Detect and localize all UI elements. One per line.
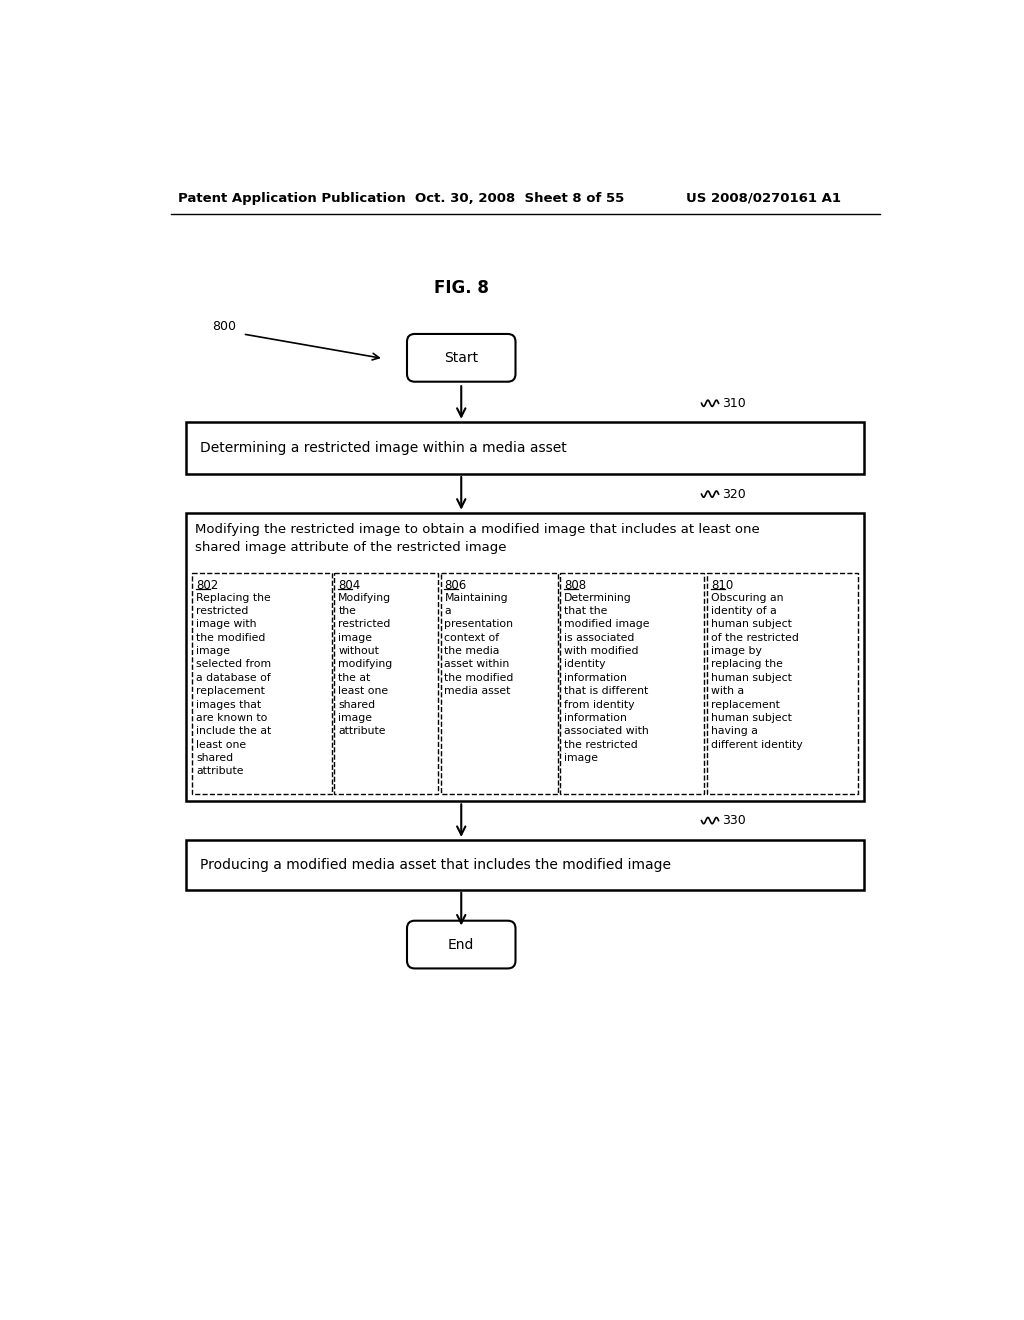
Text: Determining a restricted image within a media asset: Determining a restricted image within a … xyxy=(200,441,567,455)
Text: 806: 806 xyxy=(444,578,467,591)
Text: Modifying
the
restricted
image
without
modifying
the at
least one
shared
image
a: Modifying the restricted image without m… xyxy=(338,593,392,737)
FancyBboxPatch shape xyxy=(335,573,438,793)
Text: US 2008/0270161 A1: US 2008/0270161 A1 xyxy=(686,191,841,205)
Text: 330: 330 xyxy=(722,814,745,828)
FancyBboxPatch shape xyxy=(560,573,705,793)
Text: 810: 810 xyxy=(711,578,733,591)
Text: 802: 802 xyxy=(197,578,218,591)
FancyBboxPatch shape xyxy=(407,334,515,381)
Text: Oct. 30, 2008  Sheet 8 of 55: Oct. 30, 2008 Sheet 8 of 55 xyxy=(415,191,624,205)
Text: Patent Application Publication: Patent Application Publication xyxy=(178,191,407,205)
FancyBboxPatch shape xyxy=(707,573,858,793)
Text: 808: 808 xyxy=(564,578,587,591)
Text: 310: 310 xyxy=(722,397,745,409)
FancyBboxPatch shape xyxy=(186,422,864,474)
Text: 804: 804 xyxy=(338,578,360,591)
Text: Determining
that the
modified image
is associated
with modified
identity
informa: Determining that the modified image is a… xyxy=(564,593,649,763)
Text: Maintaining
a
presentation
context of
the media
asset within
the modified
media : Maintaining a presentation context of th… xyxy=(444,593,514,696)
FancyBboxPatch shape xyxy=(407,921,515,969)
FancyBboxPatch shape xyxy=(186,512,864,801)
FancyBboxPatch shape xyxy=(440,573,558,793)
FancyBboxPatch shape xyxy=(186,840,864,890)
Text: Producing a modified media asset that includes the modified image: Producing a modified media asset that in… xyxy=(200,858,671,873)
Text: Start: Start xyxy=(444,351,478,364)
Text: 800: 800 xyxy=(212,319,236,333)
Text: FIG. 8: FIG. 8 xyxy=(434,279,488,297)
Text: End: End xyxy=(449,937,474,952)
Text: Obscuring an
identity of a
human subject
of the restricted
image by
replacing th: Obscuring an identity of a human subject… xyxy=(711,593,803,750)
Text: Replacing the
restricted
image with
the modified
image
selected from
a database : Replacing the restricted image with the … xyxy=(197,593,271,776)
FancyBboxPatch shape xyxy=(193,573,332,793)
Text: 320: 320 xyxy=(722,487,745,500)
Text: Modifying the restricted image to obtain a modified image that includes at least: Modifying the restricted image to obtain… xyxy=(196,524,760,554)
